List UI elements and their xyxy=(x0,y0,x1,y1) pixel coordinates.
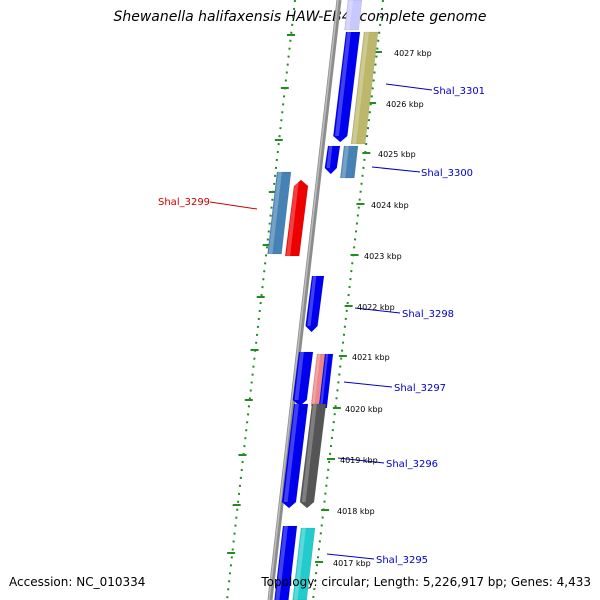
gene-shal-3298-blue-shine xyxy=(307,276,317,326)
gene-label-shal-3298[interactable]: Shal_3298 xyxy=(402,309,454,320)
gene-label-shal-3301[interactable]: Shal_3301 xyxy=(433,86,485,97)
scale-labels: 4027 kbp 4026 kbp 4025 kbp 4024 kbp 4023… xyxy=(333,49,432,568)
gene-features xyxy=(267,0,379,600)
gene-blue-3297a-shine xyxy=(294,352,304,400)
gene-blue-3300a[interactable] xyxy=(324,145,341,175)
scale-label-4020: 4020 kbp xyxy=(345,405,383,414)
scale-label-4017: 4017 kbp xyxy=(333,559,371,568)
gene-shal-3296-gray-shine xyxy=(301,404,317,502)
accession-label: Accession: NC_010334 xyxy=(9,575,146,589)
gene-shal-3301-khaki[interactable] xyxy=(350,31,379,145)
gene-blue-3297b[interactable] xyxy=(318,353,334,409)
gene-shal-3301-khaki-shine xyxy=(352,32,369,144)
gene-shal-3296-blue[interactable] xyxy=(281,403,309,509)
gene-label-shal-3299[interactable]: Shal_3299 xyxy=(158,197,210,208)
gene-lavender-top-shine xyxy=(345,0,353,30)
gene-label-shal-3295[interactable]: Shal_3295 xyxy=(376,555,428,566)
gene-shal-3296-gray[interactable] xyxy=(299,403,327,509)
gene-blue-top[interactable] xyxy=(333,31,361,143)
gene-lavender-top[interactable] xyxy=(344,0,363,31)
gene-label-shal-3297[interactable]: Shal_3297 xyxy=(394,383,446,394)
scale-label-4027: 4027 kbp xyxy=(394,49,432,58)
gene-shal-3299-red[interactable] xyxy=(284,179,309,257)
gene-shal-3297-pink-shine xyxy=(311,354,321,406)
tick-marks xyxy=(227,34,382,563)
scale-label-4024: 4024 kbp xyxy=(371,201,409,210)
gene-shal-3295-cyan-shine xyxy=(293,528,306,600)
gene-shal-3299-steel-shine xyxy=(268,172,282,254)
gene-label-shal-3300[interactable]: Shal_3300 xyxy=(421,168,473,179)
gene-blue-3297a[interactable] xyxy=(292,351,314,407)
scale-label-4018: 4018 kbp xyxy=(337,507,375,516)
gene-shal-3299-red-shine xyxy=(286,180,299,256)
scale-label-4023: 4023 kbp xyxy=(364,252,402,261)
genome-title: Shewanella halifaxensis HAW-EB4, complet… xyxy=(113,9,487,25)
gene-blue-3300a-shine xyxy=(326,146,333,168)
gene-shal-3300-steel[interactable] xyxy=(340,145,359,179)
scale-label-4021: 4021 kbp xyxy=(352,353,390,362)
outer-dotted-track xyxy=(226,0,296,600)
gene-shal-3299-steel[interactable] xyxy=(267,171,292,255)
scale-label-4019: 4019 kbp xyxy=(340,456,378,465)
gene-blue-3297b-shine xyxy=(319,354,329,408)
genome-backbone-highlight xyxy=(268,0,339,600)
gene-shal-3295-blue-shine xyxy=(275,526,288,600)
gene-shal-3295-cyan[interactable] xyxy=(292,527,316,600)
topology-label: Topology: circular; Length: 5,226,917 bp… xyxy=(261,575,591,589)
gene-labels: Shal_3301 Shal_3300 Shal_3299 Shal_3298 … xyxy=(158,86,485,566)
gene-shal-3300-steel-shine xyxy=(341,146,349,178)
gene-blue-top-shine xyxy=(334,32,351,136)
label-leaders xyxy=(209,83,433,560)
gene-shal-3298-blue[interactable] xyxy=(305,275,325,333)
gene-shal-3296-blue-shine xyxy=(283,404,299,502)
gene-label-shal-3296[interactable]: Shal_3296 xyxy=(386,459,438,470)
scale-label-4025: 4025 kbp xyxy=(378,150,416,159)
gene-shal-3295-blue[interactable] xyxy=(274,525,298,600)
scale-label-4026: 4026 kbp xyxy=(386,100,424,109)
scale-label-4022: 4022 kbp xyxy=(357,303,395,312)
genome-backbone xyxy=(267,0,342,600)
